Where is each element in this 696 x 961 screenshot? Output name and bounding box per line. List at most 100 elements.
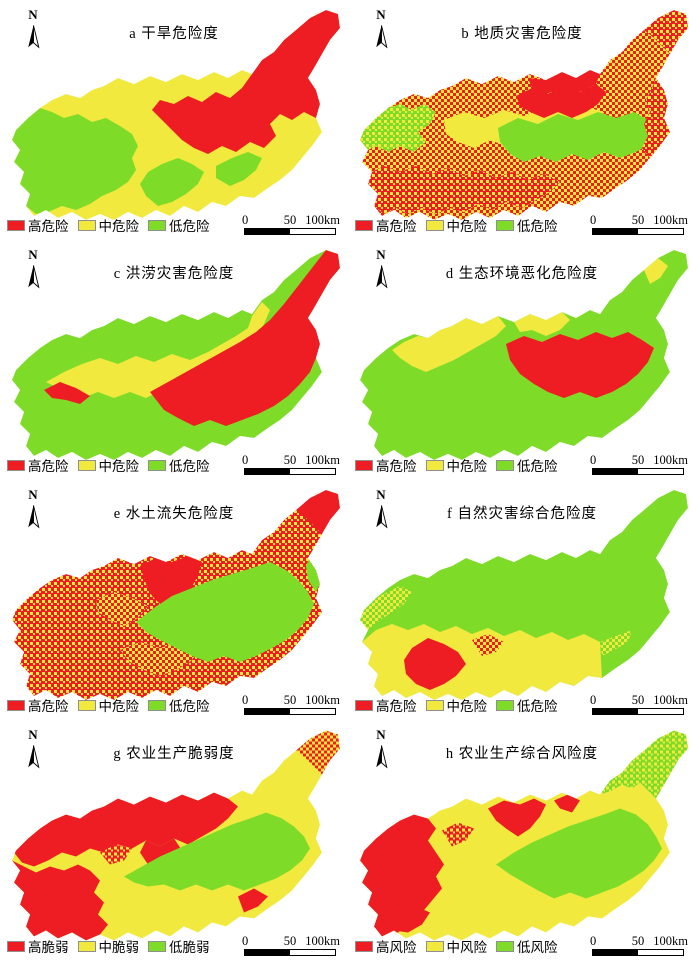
panel-title: f 自然灾害综合危险度 — [447, 506, 597, 522]
map-comprehensive-natural-hazard-risk — [360, 490, 688, 700]
legend-label-low: 低危险 — [169, 219, 210, 234]
map-agricultural-comprehensive-risk — [360, 730, 688, 941]
north-label: N — [28, 727, 38, 742]
legend-item-low: 低危险 — [496, 215, 558, 235]
scale-tick-50: 50 — [631, 453, 645, 467]
legend-label-high: 高脆弱 — [28, 940, 69, 955]
legend-item-mid: 中危险 — [425, 695, 488, 715]
legend-label-high: 高风险 — [376, 940, 417, 955]
north-needle-icon — [27, 265, 40, 289]
panel-a: N a 干旱危险度 高危险 中危险 低危险 0 50 100km — [0, 0, 348, 240]
north-needle-icon — [375, 745, 388, 769]
legend-label-high: 高危险 — [28, 459, 69, 474]
scale-bar: 0 50 100km — [590, 213, 688, 235]
scale-bar: 0 50 100km — [242, 693, 340, 715]
legend-item-low: 低脆弱 — [148, 936, 210, 956]
legend-swatch-mid — [425, 940, 444, 952]
scale-tick-100km: 100km — [653, 693, 688, 707]
panel-h: N h 农业生产综合风险度 高风险 中风险 低风险 0 50 100km — [348, 720, 696, 961]
scale-bar: 0 50 100km — [590, 693, 688, 715]
legend-label-low: 低危险 — [517, 459, 558, 474]
legend-item-mid: 中危险 — [77, 215, 140, 235]
legend-swatch-low — [148, 699, 166, 711]
legend-swatch-mid — [77, 459, 96, 471]
scale-tick-100km: 100km — [653, 934, 688, 948]
legend-swatch-low — [148, 219, 166, 231]
legend-item-mid: 中风险 — [425, 936, 488, 956]
legend-label-mid: 中危险 — [446, 699, 488, 714]
north-label: N — [376, 247, 386, 262]
legend: 高危险 中危险 低危险 — [7, 695, 210, 715]
scale-bar: 0 50 100km — [590, 453, 688, 475]
legend-item-mid: 中危险 — [77, 455, 139, 475]
scale-ticks: 0 50 100km — [590, 934, 688, 949]
map-agricultural-vulnerability — [12, 730, 340, 941]
legend-item-high: 高危险 — [355, 455, 417, 475]
panel-title: c 洪涝灾害危险度 — [113, 266, 235, 282]
legend-item-high: 高危险 — [7, 455, 69, 475]
scale-bar: 0 50 100km — [242, 453, 340, 475]
north-arrow: N — [20, 727, 46, 772]
scale-tick-0: 0 — [590, 453, 597, 467]
legend-swatch-high — [355, 699, 373, 711]
legend-item-low: 低危险 — [148, 695, 210, 715]
legend-swatch-low — [148, 940, 166, 952]
scale-tick-50: 50 — [283, 453, 297, 467]
legend-swatch-mid — [77, 940, 96, 952]
panel-e: N e 水土流失危险度 高危险 中危险 低危险 0 50 100km — [0, 480, 348, 720]
map-layers — [12, 10, 340, 220]
north-needle-icon — [27, 745, 40, 769]
legend-label-low: 低脆弱 — [169, 940, 210, 955]
map-layers — [360, 10, 688, 220]
map-drought-risk — [12, 10, 340, 220]
legend-swatch-low — [496, 219, 514, 231]
legend-item-low: 低危险 — [496, 695, 558, 715]
panel-title: d 生态环境恶化危险度 — [445, 266, 599, 282]
legend-item-mid: 中危险 — [77, 695, 139, 715]
scale-ticks: 0 50 100km — [242, 693, 340, 708]
scale-bar: 0 50 100km — [242, 934, 340, 956]
north-arrow: N — [20, 7, 46, 52]
legend: 高危险 中危险 低危险 — [355, 695, 558, 715]
scale-tick-50: 50 — [631, 693, 645, 707]
scale-bar-rule — [592, 949, 684, 956]
legend-label-high: 高危险 — [376, 699, 417, 714]
legend-swatch-high — [355, 219, 373, 231]
legend-swatch-low — [496, 940, 514, 952]
north-arrow: N — [368, 7, 394, 52]
panel-c: N c 洪涝灾害危险度 高危险 中危险 低危险 0 50 100km — [0, 240, 348, 480]
map-layers — [360, 730, 688, 941]
legend-swatch-low — [496, 699, 514, 711]
scale-ticks: 0 50 100km — [590, 453, 688, 468]
legend-item-mid: 中危险 — [425, 455, 488, 475]
panel-d: N d 生态环境恶化危险度 高危险 中危险 低危险 0 50 100km — [348, 240, 696, 480]
scale-tick-50: 50 — [283, 934, 297, 948]
legend-swatch-mid — [425, 699, 444, 711]
scale-bar: 0 50 100km — [242, 213, 340, 235]
panel-f: N f 自然灾害综合危险度 高危险 中危险 低危险 0 50 100km — [348, 480, 696, 720]
legend-swatch-mid — [425, 219, 444, 231]
panel-title: a 干旱危险度 — [129, 26, 219, 42]
map-soil-erosion-risk — [12, 490, 340, 700]
north-arrow: N — [20, 247, 46, 292]
scale-tick-0: 0 — [590, 693, 597, 707]
legend: 高危险 中危险 低危险 — [7, 455, 210, 475]
legend-label-mid: 中风险 — [446, 940, 488, 955]
scale-tick-0: 0 — [242, 453, 249, 467]
legend-label-high: 高危险 — [376, 459, 417, 474]
north-needle-icon — [27, 25, 40, 49]
scale-tick-0: 0 — [242, 693, 249, 707]
north-needle-icon — [375, 265, 388, 289]
map-layers — [360, 250, 688, 460]
map-layers — [12, 730, 340, 941]
north-arrow: N — [368, 487, 394, 532]
scale-ticks: 0 50 100km — [590, 213, 688, 228]
legend-swatch-high — [355, 940, 373, 952]
legend: 高危险 中危险 低危险 — [355, 455, 558, 475]
legend-label-mid: 中危险 — [446, 459, 488, 474]
scale-tick-0: 0 — [590, 213, 597, 227]
scale-tick-100km: 100km — [305, 213, 340, 227]
legend-label-mid: 中危险 — [98, 219, 140, 234]
north-label: N — [376, 7, 386, 22]
